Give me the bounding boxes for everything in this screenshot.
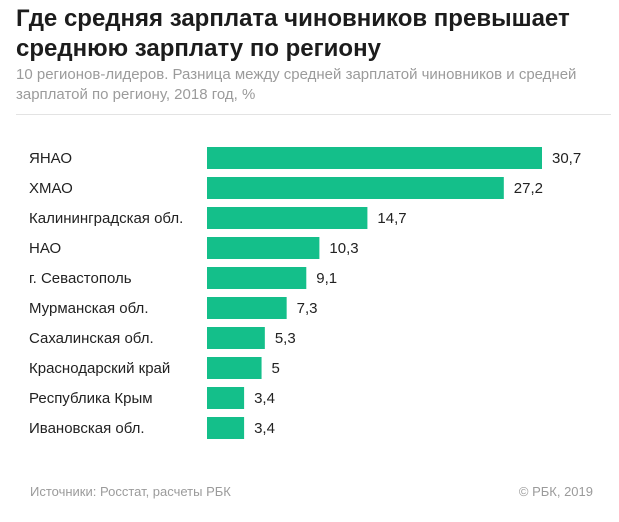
bar bbox=[207, 357, 262, 379]
value-label: 14,7 bbox=[377, 210, 406, 227]
value-label: 10,3 bbox=[329, 240, 358, 257]
category-label: Ивановская обл. bbox=[29, 420, 145, 437]
bar-chart: ЯНАО 30,7 ХМАО 27,2 Калининградская обл. 14,7… bbox=[29, 147, 581, 439]
bar bbox=[207, 267, 307, 289]
value-label: 3,4 bbox=[254, 420, 275, 437]
value-label: 5 bbox=[272, 360, 280, 377]
category-label: г. Севастополь bbox=[29, 270, 132, 287]
value-label: 9,1 bbox=[316, 270, 337, 287]
value-label: 5,3 bbox=[275, 330, 296, 347]
chart-title: Где средняя зарплата чиновников превышае… bbox=[16, 5, 570, 62]
bar bbox=[207, 387, 245, 409]
value-label: 30,7 bbox=[552, 150, 581, 167]
category-label: Республика Крым bbox=[29, 390, 153, 407]
bar bbox=[207, 417, 245, 439]
bar bbox=[207, 147, 542, 169]
category-label: Краснодарский край bbox=[29, 360, 170, 377]
value-label: 27,2 bbox=[514, 180, 543, 197]
category-label: НАО bbox=[29, 240, 61, 257]
bar bbox=[207, 327, 265, 349]
source-note: Источники: Росстат, расчеты РБК bbox=[30, 484, 231, 499]
category-label: ЯНАО bbox=[29, 150, 72, 167]
category-label: Мурманская обл. bbox=[29, 300, 148, 317]
category-label: ХМАО bbox=[29, 180, 73, 197]
chart-subtitle: 10 регионов-лидеров. Разница между средн… bbox=[16, 66, 577, 103]
bar bbox=[207, 237, 320, 259]
bar bbox=[207, 207, 368, 229]
copyright: © РБК, 2019 bbox=[518, 484, 593, 499]
bar bbox=[207, 297, 287, 319]
bar bbox=[207, 177, 504, 199]
category-label: Калининградская обл. bbox=[29, 210, 183, 227]
value-label: 7,3 bbox=[297, 300, 318, 317]
value-label: 3,4 bbox=[254, 390, 275, 407]
divider bbox=[16, 114, 611, 115]
category-label: Сахалинская обл. bbox=[29, 330, 154, 347]
